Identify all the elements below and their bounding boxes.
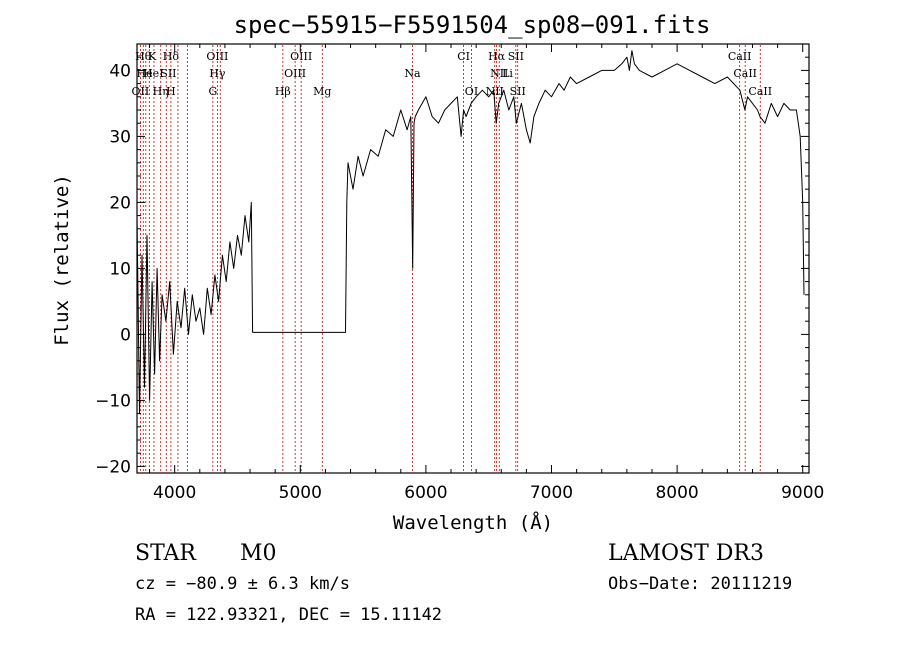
line-marker-label-13: OIII: [284, 67, 306, 80]
plot-area: [136, 43, 810, 474]
line-marker-label-0: Hθ: [135, 50, 152, 63]
x-axis-label: Wavelength (Å): [393, 511, 553, 534]
y-tick-label-20: 20: [109, 193, 131, 213]
object-class: STAR: [135, 541, 197, 566]
plot-frame: [136, 43, 810, 474]
y-tick-label-0: 0: [120, 325, 131, 345]
x-tick-label-8000: 8000: [655, 483, 698, 503]
x-tick-label-4000: 4000: [153, 483, 196, 503]
coordinates: RA = 122.93321, DEC = 15.11142: [135, 605, 442, 625]
line-marker-label-2: Hδ: [163, 50, 180, 63]
line-marker-label-7: SII: [508, 50, 524, 63]
y-tick-label-30: 30: [109, 127, 131, 147]
line-marker-label-24: OI: [465, 85, 478, 98]
y-tick-label-10: 10: [109, 259, 131, 279]
chart-title: spec−55915−F5591504_sp08−091.fits: [234, 11, 711, 39]
line-marker-guides: [139, 45, 761, 472]
x-axis-ticks: 4000 5000 6000 7000 8000 9000: [149, 44, 824, 503]
line-marker-label-3: OIII: [206, 50, 228, 63]
line-marker-label-23: Mg: [313, 85, 331, 98]
x-tick-label-7000: 7000: [530, 483, 573, 503]
object-subclass: M0: [240, 541, 277, 566]
y-tick-label--10: −10: [95, 391, 131, 411]
line-marker-label-20: H: [166, 85, 176, 98]
line-marker-label-19: Hη: [153, 85, 169, 98]
spectrum-series: [136, 50, 805, 415]
line-marker-label-25: NII: [486, 85, 504, 98]
line-marker-label-22: Hβ: [275, 85, 291, 98]
line-marker-label-16: Li: [502, 67, 513, 80]
x-tick-label-5000: 5000: [279, 483, 322, 503]
line-marker-label-1: K: [148, 50, 157, 63]
line-marker-label-4: OIII: [290, 50, 312, 63]
y-axis-ticks: −20 −10 0 10 20 30 40: [95, 56, 809, 477]
line-marker-label-27: CaII: [748, 85, 772, 98]
y-tick-label-40: 40: [109, 61, 131, 81]
redshift-velocity: cz = −80.9 ± 6.3 km/s: [135, 574, 350, 594]
line-marker-label-15: NII: [490, 67, 508, 80]
line-marker-label-5: CI: [457, 50, 470, 63]
line-marker-label-14: Na: [404, 67, 421, 80]
y-axis-label: Flux (relative): [51, 174, 73, 346]
x-tick-label-9000: 9000: [781, 483, 824, 503]
line-marker-label-12: Hγ: [209, 67, 226, 80]
line-marker-label-26: SII: [510, 85, 526, 98]
survey-name: LAMOST DR3: [608, 541, 764, 566]
line-marker-label-6: Hα: [488, 50, 506, 63]
line-marker-label-8: CaII: [728, 50, 752, 63]
line-marker-label-17: CaII: [733, 67, 757, 80]
x-tick-label-6000: 6000: [404, 483, 447, 503]
spectrum-line: [136, 50, 805, 415]
observation-date: Obs−Date: 20111219: [608, 574, 792, 594]
line-marker-label-10: HeI: [143, 67, 163, 80]
line-marker-label-11: SII: [160, 67, 176, 80]
line-marker-label-21: G: [208, 85, 217, 98]
y-tick-label--20: −20: [95, 457, 131, 477]
line-marker-label-18: OII: [132, 85, 150, 98]
